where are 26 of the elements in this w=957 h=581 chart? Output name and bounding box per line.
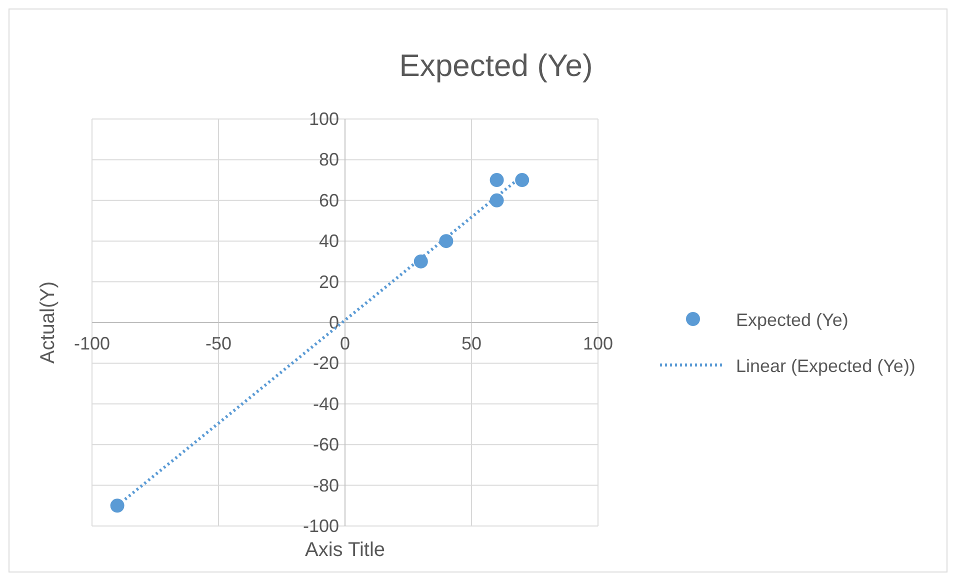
y-tick-label: 20 <box>318 272 339 292</box>
legend-label: Linear (Expected (Ye)) <box>736 356 916 376</box>
point <box>439 234 454 248</box>
point <box>490 173 504 188</box>
x-tick-label: 50 <box>461 334 482 354</box>
y-tick-label: -60 <box>312 434 339 455</box>
point <box>414 254 428 268</box>
point <box>515 173 530 188</box>
x-tick-label: 100 <box>582 334 614 354</box>
x-axis-title: Axis Title <box>304 539 386 561</box>
y-axis-title: Actual(Y) <box>37 281 59 364</box>
y-tick-label: -20 <box>312 353 339 374</box>
point <box>110 498 124 513</box>
y-tick-label: 100 <box>308 109 339 129</box>
y-tick-label: -80 <box>312 475 339 496</box>
legend-label: Expected (Ye) <box>736 310 848 330</box>
chart-title: Expected (Ye) <box>399 48 593 83</box>
x-tick-label: -100 <box>74 334 110 354</box>
y-tick-label: -40 <box>312 394 339 414</box>
point <box>490 193 504 208</box>
y-tick-label: 40 <box>318 231 339 252</box>
y-tick-label: 60 <box>318 190 339 210</box>
y-tick-label: -100 <box>302 516 339 536</box>
y-tick-label: 80 <box>318 150 339 170</box>
x-tick-label: -50 <box>205 334 232 354</box>
y-tick-label: 0 <box>328 312 339 332</box>
